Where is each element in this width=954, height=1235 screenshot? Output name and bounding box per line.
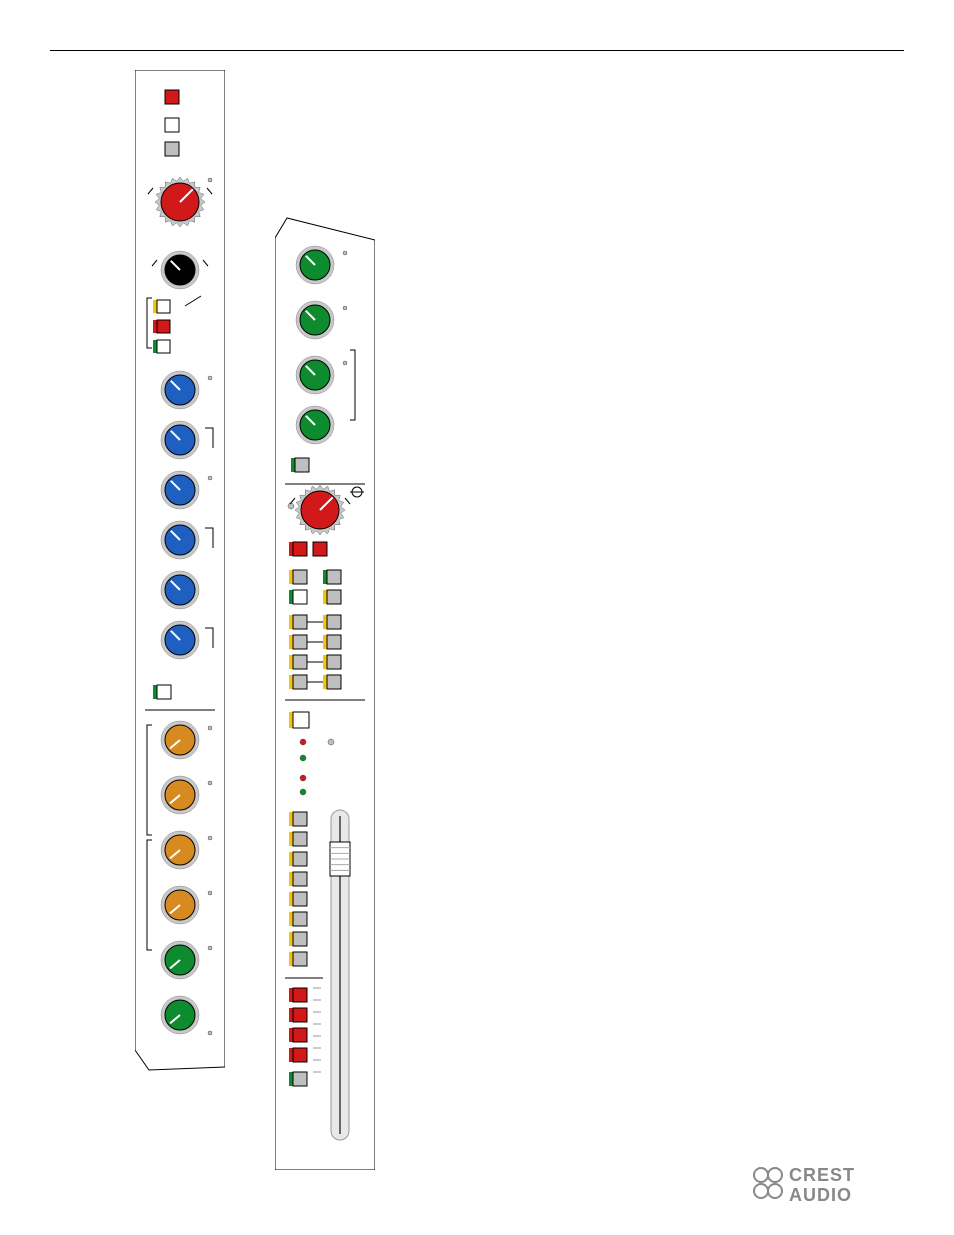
panel-left-svg [135, 70, 225, 1075]
logo-text-1: CREST [789, 1165, 855, 1185]
logo-svg: CREST AUDIO [749, 1163, 899, 1205]
panel-right-svg [275, 210, 375, 1170]
channel-strip-right [275, 210, 375, 1170]
logo-text-2: AUDIO [789, 1185, 852, 1205]
page: CREST AUDIO [0, 0, 954, 1235]
channel-strip-left [135, 70, 225, 1075]
top-rule [50, 50, 904, 51]
crest-audio-logo: CREST AUDIO [749, 1163, 899, 1210]
